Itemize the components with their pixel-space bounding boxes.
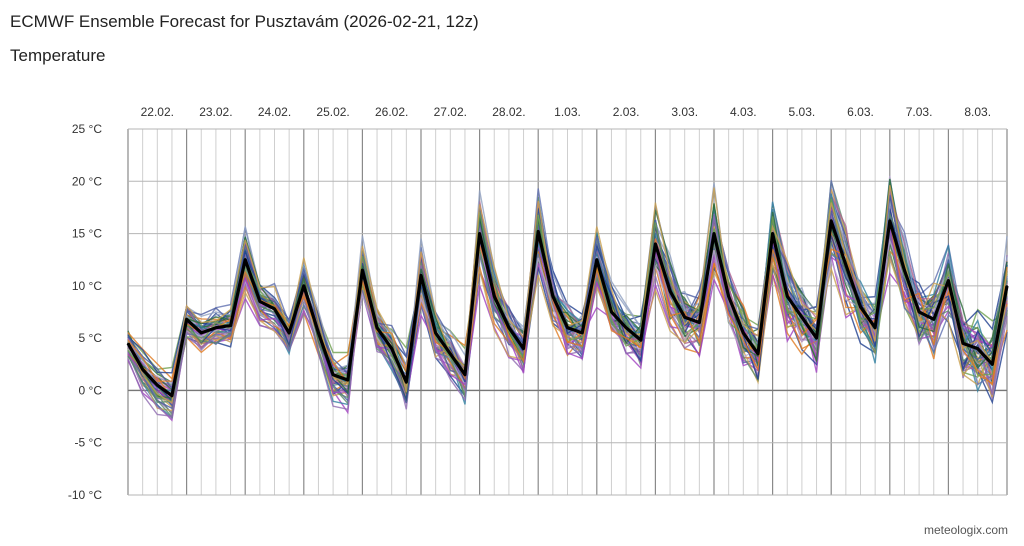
- mean-point: [874, 326, 876, 329]
- mean-point: [918, 311, 920, 313]
- x-tick-label: 28.02.: [492, 105, 525, 119]
- y-tick-label: 0 °C: [79, 383, 103, 397]
- mean-point: [390, 347, 393, 350]
- mean-point: [962, 342, 964, 345]
- mean-point: [156, 384, 159, 387]
- mean-point: [581, 332, 583, 334]
- mean-point: [200, 332, 203, 334]
- mean-point: [932, 318, 935, 321]
- mean-point: [522, 347, 525, 350]
- x-tick-label: 7.03.: [906, 105, 933, 119]
- x-tick-label: 5.03.: [789, 105, 816, 119]
- mean-point: [303, 285, 305, 287]
- mean-point: [127, 342, 129, 345]
- x-tick-label: 24.02.: [258, 105, 291, 119]
- x-tick-label: 22.02.: [141, 105, 174, 119]
- mean-point: [596, 258, 598, 261]
- mean-point: [361, 269, 364, 271]
- mean-point: [141, 368, 144, 371]
- mean-point: [1006, 285, 1008, 287]
- mean-point: [903, 269, 906, 271]
- mean-point: [625, 326, 627, 329]
- x-tick-label: 3.03.: [671, 105, 698, 119]
- chart-subtitle: Temperature: [10, 46, 106, 65]
- mean-point: [244, 258, 246, 261]
- mean-point: [493, 295, 496, 298]
- mean-point: [434, 332, 437, 334]
- mean-point: [713, 232, 715, 235]
- mean-point: [566, 326, 569, 329]
- mean-point: [259, 300, 261, 303]
- mean-point: [976, 347, 979, 350]
- x-tick-label: 27.02.: [434, 105, 467, 119]
- x-tick-label: 6.03.: [847, 105, 874, 119]
- y-tick-label: 10 °C: [72, 279, 102, 293]
- mean-point: [830, 220, 832, 222]
- mean-point: [859, 305, 862, 308]
- mean-layer: [126, 219, 1009, 398]
- mean-point: [991, 363, 994, 366]
- mean-point: [508, 326, 510, 329]
- mean-point: [346, 379, 349, 381]
- mean-point: [464, 373, 466, 376]
- mean-point: [727, 295, 730, 298]
- mean-point: [478, 232, 481, 235]
- chart-title: ECMWF Ensemble Forecast for Pusztavám (2…: [10, 12, 479, 31]
- mean-point: [229, 324, 232, 327]
- mean-point: [786, 295, 789, 298]
- y-tick-label: 25 °C: [72, 122, 102, 136]
- x-tick-label: 2.03.: [613, 105, 640, 119]
- x-tick-label: 8.03.: [964, 105, 991, 119]
- mean-point: [405, 381, 408, 383]
- x-tick-label: 25.02.: [316, 105, 349, 119]
- mean-point: [889, 220, 891, 222]
- mean-point: [771, 232, 774, 235]
- mean-point: [757, 353, 759, 355]
- mean-point: [171, 394, 173, 397]
- mean-point: [610, 311, 613, 313]
- mean-point: [449, 353, 452, 355]
- mean-point: [537, 230, 539, 233]
- mean-point: [669, 290, 671, 292]
- mean-point: [698, 321, 701, 324]
- mean-point: [420, 274, 422, 277]
- mean-point: [332, 373, 334, 376]
- mean-point: [815, 337, 818, 339]
- credit-label: meteologix.com: [923, 523, 1008, 537]
- mean-point: [273, 308, 276, 310]
- x-tick-label: 4.03.: [730, 105, 757, 119]
- y-tick-label: -5 °C: [75, 436, 103, 450]
- x-tick-label: 1.03.: [554, 105, 581, 119]
- y-tick-label: 5 °C: [79, 331, 103, 345]
- mean-point: [317, 332, 320, 334]
- mean-point: [639, 339, 642, 342]
- y-tick-label: -10 °C: [68, 488, 102, 502]
- mean-point: [801, 316, 803, 319]
- y-tick-label: 15 °C: [72, 227, 102, 241]
- mean-point: [742, 332, 745, 334]
- mean-point: [683, 316, 686, 319]
- mean-point: [552, 295, 554, 298]
- x-axis-ticks: 22.02. 23.02. 24.02. 25.02. 26.02. 27.02. 28.0…: [141, 105, 991, 119]
- ensemble-member-line: [127, 219, 1008, 387]
- mean-point: [288, 332, 290, 334]
- x-tick-label: 26.02.: [375, 105, 408, 119]
- mean-point: [947, 279, 950, 282]
- mean-point: [215, 326, 217, 329]
- mean-point: [376, 326, 378, 329]
- x-tick-label: 23.02.: [199, 105, 232, 119]
- mean-point: [845, 264, 847, 266]
- mean-point: [185, 318, 188, 321]
- y-tick-label: 20 °C: [72, 174, 102, 188]
- mean-point: [654, 243, 657, 245]
- y-axis-ticks: 25 °C 20 °C 15 °C 10 °C 5 °C 0 °C -5 °C -10 °C: [68, 122, 102, 502]
